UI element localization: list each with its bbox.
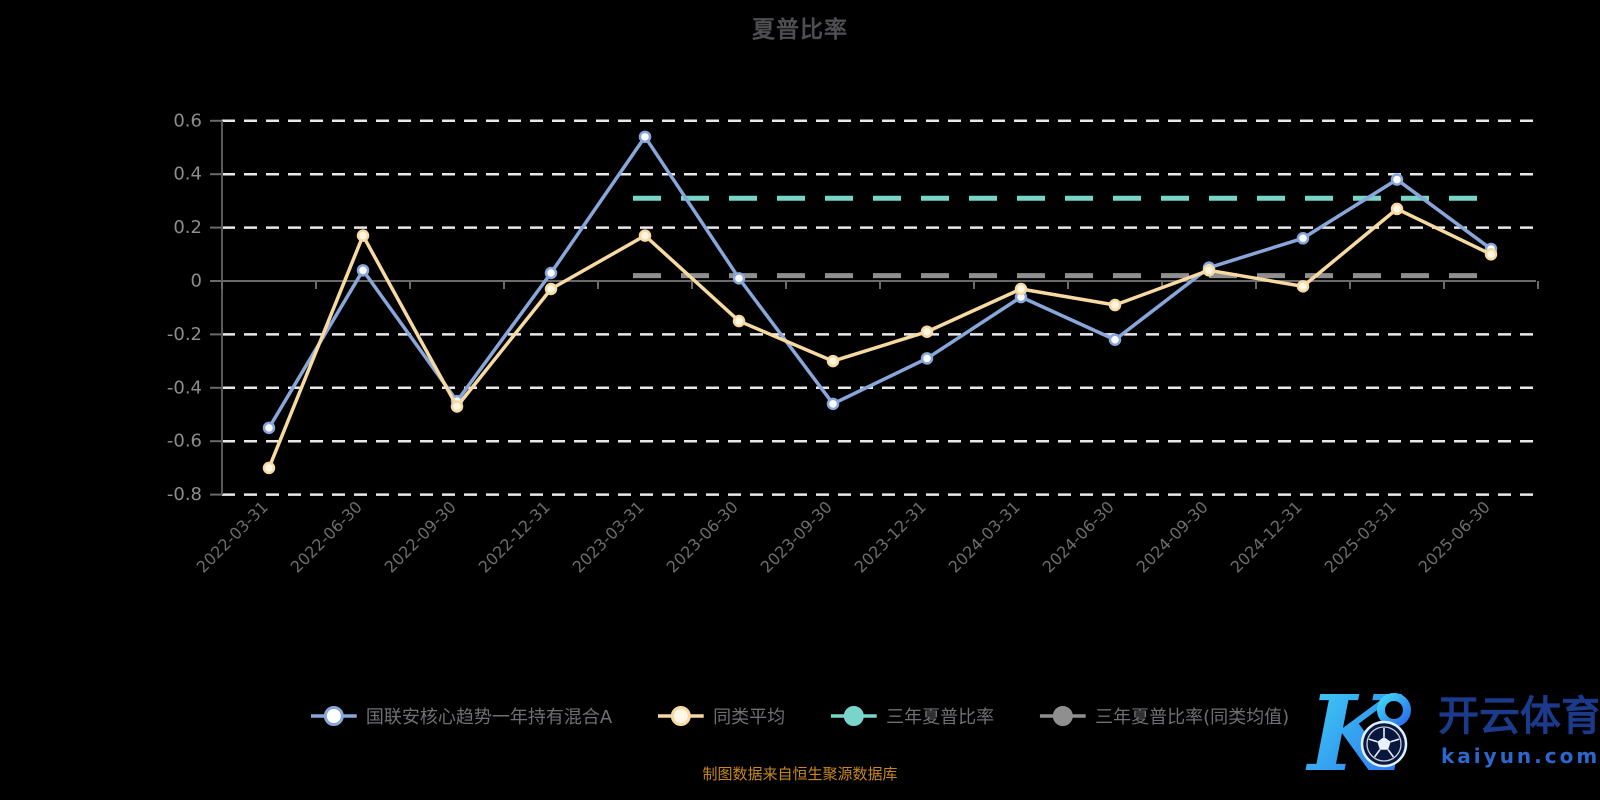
x-axis-label: 2024-12-31 [1227, 497, 1306, 576]
y-axis-label: 0.6 [173, 110, 202, 131]
data-point[interactable] [1202, 264, 1216, 277]
data-point[interactable] [356, 264, 370, 277]
data-point[interactable] [1108, 333, 1122, 346]
gridlines: 0.6 0.4 0.2 0 -0.2 -0.4 -0.6 -0.8 [167, 110, 1536, 505]
legend-marker-icon [1040, 706, 1087, 726]
x-axis-label: 2022-09-30 [381, 497, 460, 576]
x-axis-label: 2023-09-30 [757, 497, 836, 576]
kaiyun-watermark: K 开云体育 kaiyun.com [1278, 658, 1600, 795]
data-point[interactable] [732, 272, 746, 285]
x-axis-label: 2022-06-30 [287, 497, 366, 576]
legend-label: 三年夏普比率(同类均值) [1095, 707, 1290, 728]
legend-label: 三年夏普比率 [886, 707, 995, 728]
x-axis-label: 2025-03-31 [1321, 497, 1400, 576]
data-point[interactable] [1390, 202, 1404, 216]
data-point[interactable] [638, 229, 652, 242]
data-point[interactable] [1108, 298, 1122, 312]
y-axis-label: -0.2 [167, 324, 202, 345]
series-line[interactable] [267, 135, 1493, 430]
data-point[interactable] [1484, 248, 1498, 261]
data-point[interactable] [450, 400, 464, 413]
x-axis-label: 2022-03-31 [193, 497, 272, 576]
legend: 国联安核心趋势一年持有混合A 同类平均 三年夏普比率 三年夏普比率(同类均值) [310, 703, 1289, 729]
legend-item[interactable]: 三年夏普比率 [831, 703, 994, 729]
y-axis-label: -0.6 [167, 431, 202, 452]
y-axis-label: 0.4 [173, 164, 202, 185]
legend-item[interactable]: 国联安核心趋势一年持有混合A [310, 703, 613, 729]
x-axis-label: 2025-06-30 [1415, 497, 1494, 576]
legend-label: 同类平均 [713, 707, 786, 728]
x-axis-label: 2023-12-31 [851, 497, 930, 576]
legend-item[interactable]: 三年夏普比率(同类均值) [1040, 703, 1289, 729]
data-point[interactable] [1296, 232, 1310, 245]
y-axis-label: -0.8 [167, 484, 202, 505]
x-axis-label: 2024-06-30 [1039, 497, 1118, 576]
data-point[interactable] [1296, 280, 1310, 293]
y-axis-label: 0 [191, 271, 202, 292]
legend-label: 国联安核心趋势一年持有混合A [365, 707, 613, 728]
data-point[interactable] [544, 282, 558, 296]
legend-marker-icon [658, 706, 705, 726]
y-axis-label: 0.2 [173, 217, 202, 238]
data-point[interactable] [356, 229, 370, 242]
data-point[interactable] [732, 314, 746, 328]
x-axis-label: 2023-03-31 [569, 497, 648, 576]
data-point[interactable] [920, 352, 934, 365]
kaiyun-logo: K 开云体育 kaiyun.com [1305, 672, 1600, 795]
x-axis-label: 2024-03-31 [945, 497, 1024, 576]
legend-marker-icon [310, 706, 357, 726]
data-source-caption: 制图数据来自恒生聚源数据库 [702, 765, 898, 783]
y-axis-label: -0.4 [167, 377, 202, 398]
chart-title: 夏普比率 [752, 17, 848, 43]
x-axis-label: 2022-12-31 [475, 497, 554, 576]
x-axis-label: 2023-06-30 [663, 497, 742, 576]
data-point[interactable] [262, 461, 276, 475]
data-point[interactable] [544, 266, 558, 280]
data-point[interactable] [638, 130, 652, 144]
legend-marker-icon [831, 706, 878, 726]
series-line[interactable] [267, 207, 1493, 470]
x-axis-label: 2024-09-30 [1133, 497, 1212, 576]
data-point[interactable] [920, 325, 934, 338]
watermark-domain-text: kaiyun.com [1441, 744, 1598, 768]
axes [221, 120, 1539, 495]
soccer-ball-icon [1360, 720, 1408, 768]
data-point[interactable] [262, 421, 276, 435]
data-point[interactable] [826, 397, 840, 411]
logo-swirl-icon [1377, 693, 1411, 727]
data-point[interactable] [826, 354, 840, 368]
data-point[interactable] [1014, 282, 1028, 296]
x-axis-labels: 2022-03-31 2022-06-30 2022-09-30 2022-12-31… [193, 497, 1494, 576]
watermark-brand-text: 开云体育 [1438, 692, 1598, 740]
legend-item[interactable]: 同类平均 [658, 703, 785, 729]
data-point[interactable] [1390, 173, 1404, 186]
